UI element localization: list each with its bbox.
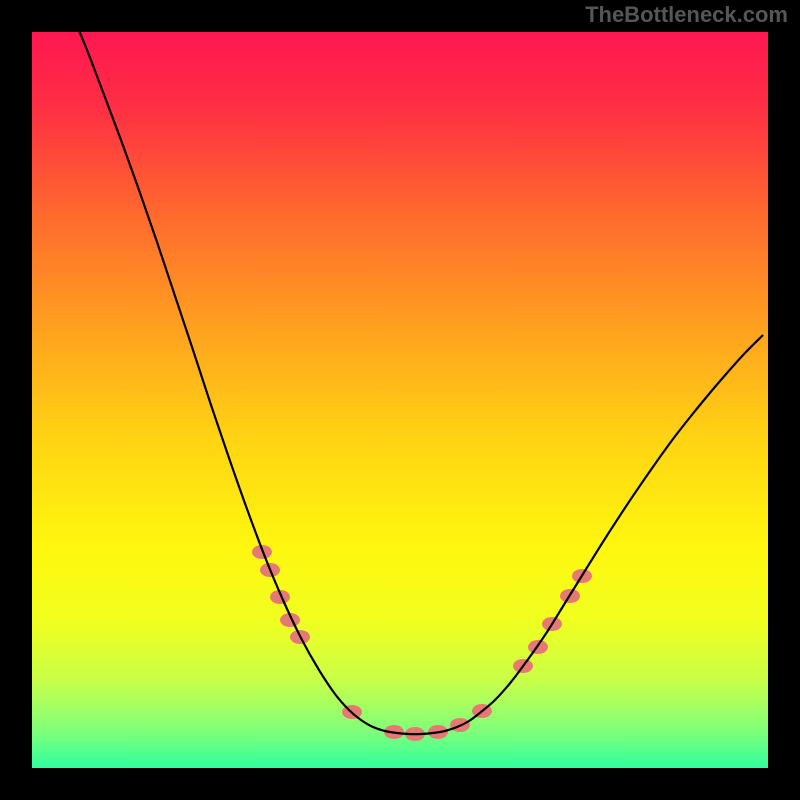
- bottleneck-curve: [67, 3, 763, 734]
- chart-svg: [0, 0, 800, 800]
